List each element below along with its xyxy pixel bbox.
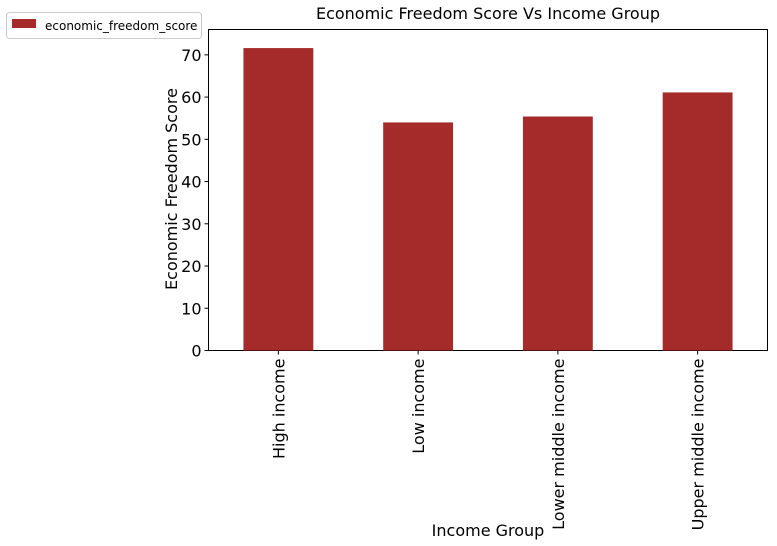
y-axis-label: Economic Freedom Score <box>162 88 181 290</box>
y-tick-label: 50 <box>181 130 201 149</box>
legend-frame <box>6 12 202 39</box>
y-tick-label: 0 <box>191 342 201 361</box>
y-tick-label: 10 <box>181 299 201 318</box>
x-tick-label: Low income <box>409 359 428 454</box>
bar-upper-middle-income <box>662 92 733 351</box>
x-axis-ticks: High income Low income Lower middle income… <box>269 350 708 531</box>
x-tick-label: Upper middle income <box>689 359 708 531</box>
y-axis-ticks: 0 10 20 30 40 50 60 70 <box>181 46 209 361</box>
y-tick-label: 40 <box>181 173 201 192</box>
legend-swatch <box>12 19 36 28</box>
plot-area-frame <box>208 29 768 351</box>
x-axis-label: Income Group <box>432 521 545 540</box>
legend-label: economic_freedom_score <box>45 19 197 33</box>
bar-high-income <box>243 48 314 351</box>
y-tick-label: 30 <box>181 215 201 234</box>
bars-group <box>243 48 733 351</box>
x-tick-label: High income <box>269 359 288 459</box>
chart-title: Economic Freedom Score Vs Income Group <box>316 4 660 23</box>
bar-low-income <box>383 122 454 351</box>
x-tick-label: Lower middle income <box>549 359 568 530</box>
y-tick-label: 20 <box>181 257 201 276</box>
y-tick-label: 60 <box>181 88 201 107</box>
bar-lower-middle-income <box>522 116 593 351</box>
legend: economic_freedom_score <box>6 12 202 39</box>
y-tick-label: 70 <box>181 46 201 65</box>
